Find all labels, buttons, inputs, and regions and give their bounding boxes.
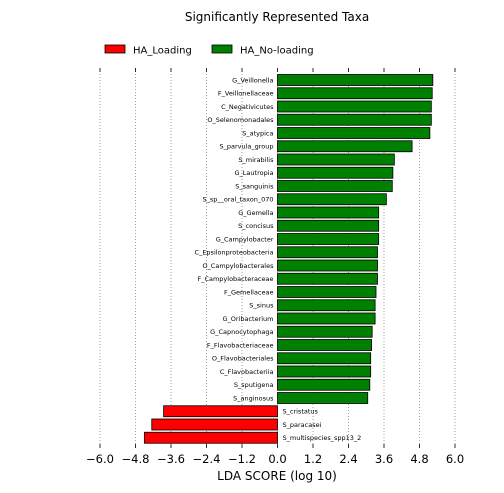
bar-label: G_Gemella: [238, 209, 273, 217]
bar-label: S_parvula_group: [219, 143, 273, 151]
bar-label: S_mirabilis: [238, 156, 274, 164]
x-tick-label: 0.0: [268, 452, 286, 466]
bar: [277, 378, 371, 391]
bar: [277, 113, 432, 126]
bar-label: O_Selenomonadales: [207, 116, 274, 124]
bar-label: S_sanguinis: [235, 182, 274, 190]
bar-label: C_Negativicutes: [221, 103, 274, 111]
bar-label: C_Epsilonproteobacteria: [195, 249, 274, 257]
bars: [143, 74, 434, 444]
chart-title: Significantly Represented Taxa: [185, 10, 369, 24]
bar: [277, 166, 394, 179]
bar: [151, 418, 278, 431]
bar: [277, 233, 380, 245]
bar: [277, 246, 378, 259]
bar: [277, 392, 369, 404]
bar: [277, 193, 387, 206]
bar-label: S_sp__oral_taxon_070: [202, 196, 273, 204]
bar: [277, 365, 372, 378]
bar-label: G_Veillonella: [232, 76, 273, 84]
bar-label: F_Campylobacteraceae: [197, 275, 273, 283]
legend-swatch: [211, 44, 233, 54]
bar: [277, 206, 380, 219]
bar-label: F_Flavobacteriaceae: [207, 341, 274, 349]
bar: [277, 87, 433, 100]
bar-label: S_anginosus: [233, 394, 274, 402]
bar: [277, 312, 376, 325]
legend: HA_Loading HA_No-loading: [104, 44, 314, 57]
bar: [163, 405, 278, 418]
x-tick-label: 3.6: [375, 452, 393, 466]
bar-label: G_Oribacterium: [222, 315, 273, 323]
bar: [277, 325, 373, 338]
bar: [277, 259, 378, 272]
bar-label: G_Campylobacter: [216, 235, 274, 243]
bar: [277, 299, 376, 312]
bar: [277, 127, 431, 139]
x-tick-label: 1.2: [304, 452, 322, 466]
bar-label: F_Gemellaceae: [224, 288, 274, 296]
legend-label: HA_Loading: [133, 46, 192, 57]
bar-label: S_sputigena: [234, 381, 274, 389]
bar-labels: G_Veillonella F_Veillonellaceae C_Negativi…: [195, 76, 362, 442]
bar: [277, 339, 372, 351]
x-tick-label: 2.4: [339, 452, 357, 466]
x-axis-label: LDA SCORE (log 10): [217, 469, 337, 483]
bar: [277, 272, 378, 285]
bar: [277, 219, 380, 232]
bar: [277, 140, 413, 153]
bar: [277, 100, 432, 113]
bar: [143, 431, 278, 444]
x-axis: −6.0 −4.8 −3.6 −2.4 −1.2 0.0 1.2 2.4 3.6 4.8 6.0: [86, 68, 464, 466]
legend-label: HA_No-loading: [240, 46, 314, 57]
bar-label: S_cristatus: [283, 408, 319, 416]
bar-label: G_Capnocytophaga: [210, 328, 273, 336]
bar-label: O_Flavobacteriales: [212, 355, 274, 363]
bar-label: G_Lautropia: [235, 169, 274, 177]
x-tick-label: −6.0: [86, 452, 114, 466]
x-tick-label: 6.0: [446, 452, 464, 466]
x-tick-label: −3.6: [157, 452, 185, 466]
bar-label: S_concisus: [238, 222, 274, 230]
x-tick-label: −1.2: [228, 452, 256, 466]
bar: [277, 180, 393, 192]
bar-label: S_atypica: [242, 129, 273, 137]
bar-label: F_Veillonellaceae: [218, 90, 274, 98]
x-tick-label: −2.4: [193, 452, 221, 466]
bar-label: S_multispecies_spp13_2: [283, 434, 362, 442]
bar-label: O_Campylobacterales: [202, 262, 274, 270]
x-tick-label: 4.8: [410, 452, 428, 466]
legend-swatch: [104, 44, 126, 54]
bar-label: S_sinus: [249, 302, 274, 310]
bar-label: S_paracasei: [283, 421, 322, 429]
bar-label: C_Flavobacteriia: [220, 368, 274, 376]
bar: [277, 352, 372, 365]
bar: [277, 153, 395, 166]
bar: [277, 74, 434, 86]
bar: [277, 286, 377, 298]
x-tick-label: −4.8: [122, 452, 150, 466]
